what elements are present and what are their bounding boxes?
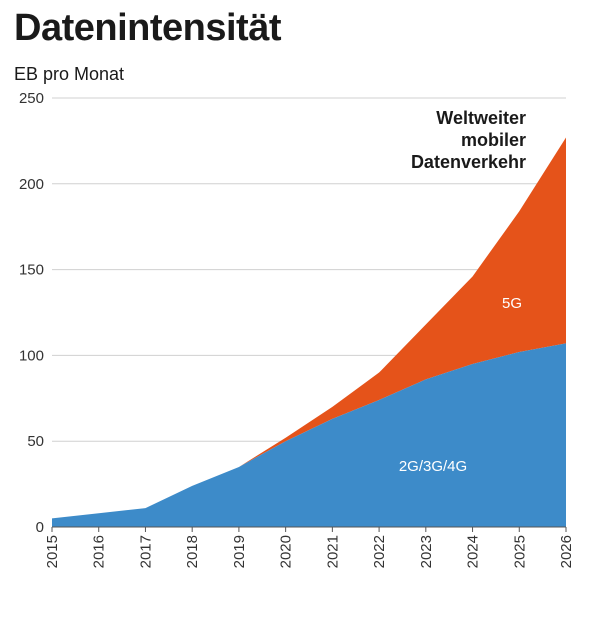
- x-tick-label: 2016: [91, 535, 108, 568]
- y-tick-label: 100: [19, 347, 44, 364]
- chart-annotation-line: Weltweiter: [436, 108, 526, 128]
- x-tick-label: 2020: [278, 535, 295, 568]
- x-tick-label: 2015: [44, 535, 61, 568]
- x-tick-label: 2017: [137, 535, 154, 568]
- chart-annotation-line: mobiler: [461, 130, 526, 150]
- area-2g-3g-4g: [52, 343, 566, 527]
- axis-layer: 0 50 100 150 200 250 2015 2016 2017 2018 2019 2020 2…: [19, 90, 575, 568]
- area-layer: [52, 137, 566, 527]
- page-title: Datenintensität: [14, 7, 281, 49]
- y-tick-label: 0: [36, 519, 44, 536]
- y-unit-label: EB pro Monat: [14, 64, 125, 84]
- x-tick-label: 2019: [231, 535, 248, 568]
- y-tick-label: 200: [19, 176, 44, 193]
- y-tick-label: 50: [27, 433, 44, 450]
- x-tick-label: 2018: [184, 535, 201, 568]
- x-tick-label: 2024: [465, 535, 482, 568]
- area-5g: [52, 137, 566, 519]
- x-tick-label: 2022: [371, 535, 388, 568]
- x-tick-label: 2023: [418, 535, 435, 568]
- series-label-5g: 5G: [502, 295, 522, 312]
- x-tick-label: 2021: [324, 535, 341, 568]
- x-tick-label: 2026: [558, 535, 575, 568]
- y-tick-label: 250: [19, 90, 44, 107]
- x-tick-label: 2025: [511, 535, 528, 568]
- series-label-2g-3g-4g: 2G/3G/4G: [399, 458, 467, 475]
- chart-annotation-line: Datenverkehr: [411, 152, 526, 172]
- y-tick-label: 150: [19, 262, 44, 279]
